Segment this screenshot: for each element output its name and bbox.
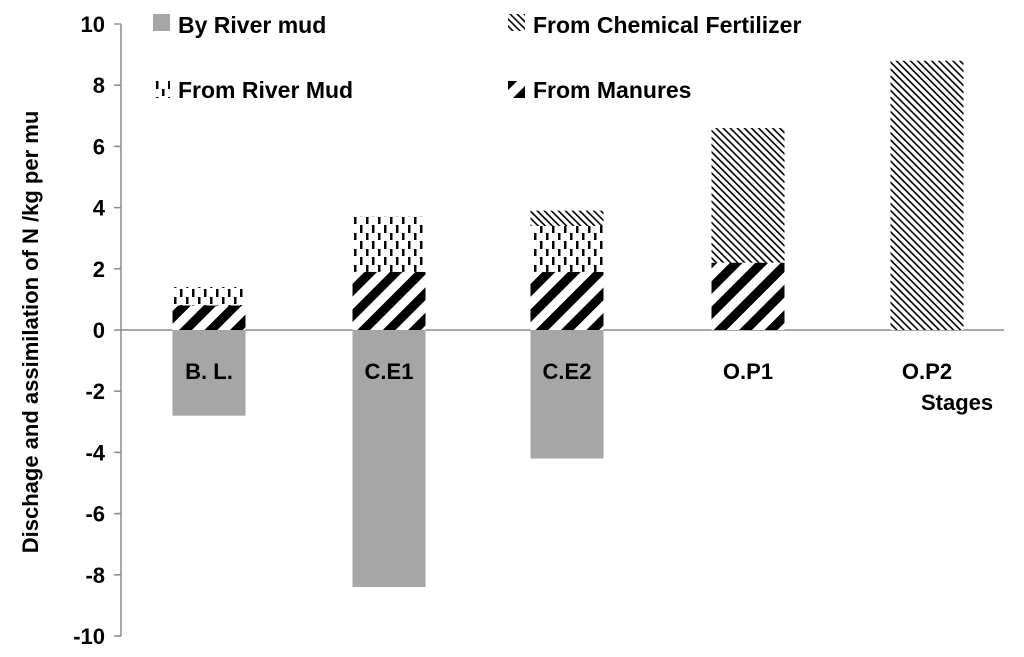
y-tick-label: 2 xyxy=(93,257,105,282)
legend-label-river_mud_out: By River mud xyxy=(178,12,326,38)
y-tick-label: -4 xyxy=(85,440,105,465)
y-tick-label: -2 xyxy=(85,379,105,404)
bar-chem_fert-4 xyxy=(890,60,964,330)
bar-manures-3 xyxy=(711,262,785,330)
bar-manures-2 xyxy=(530,271,604,330)
y-tick-label: 6 xyxy=(93,134,105,159)
legend-label-chem_fert: From Chemical Fertilizer xyxy=(533,12,801,38)
category-label: C.E1 xyxy=(365,359,414,384)
y-tick-label: 4 xyxy=(93,196,106,221)
axes: -10 -8 -6 -4 -2 0 2 4 6 8 10 xyxy=(73,12,1004,649)
y-axis-label: Dischage and assimilation of N /kg per m… xyxy=(18,111,43,554)
bar-chem_fert-2 xyxy=(530,210,604,226)
x-axis-label: Stages xyxy=(921,390,993,415)
bar-river_mud_out-0 xyxy=(172,330,246,416)
y-tick-label: -8 xyxy=(85,563,105,588)
bar-manures-1 xyxy=(352,271,426,330)
category-label: C.E2 xyxy=(543,359,592,384)
bar-manures-0 xyxy=(172,305,246,330)
category-labels: B. L. C.E1 C.E2 O.P1 O.P2 xyxy=(185,359,952,384)
y-tick-label: -10 xyxy=(73,624,105,649)
bar-river_mud_in-1 xyxy=(352,216,426,272)
y-tick-label: 0 xyxy=(93,318,105,343)
legend-swatch-river_mud_out xyxy=(153,14,170,31)
bars xyxy=(172,60,964,588)
category-label: O.P2 xyxy=(902,359,952,384)
y-tick-label: 10 xyxy=(81,12,105,37)
y-tick-label: -6 xyxy=(85,502,105,527)
bar-river_mud_in-0 xyxy=(172,287,246,306)
legend-swatch-chem_fert xyxy=(508,14,525,31)
legend-label-river_mud_in: From River Mud xyxy=(178,77,353,103)
y-tick-label: 8 xyxy=(93,73,105,98)
category-label: B. L. xyxy=(185,359,233,384)
legend: By River mud From Chemical Fertilizer From… xyxy=(153,12,801,103)
bar-river_mud_out-1 xyxy=(352,330,426,588)
legend-swatch-manures xyxy=(508,81,525,98)
bar-river_mud_in-2 xyxy=(530,225,604,272)
category-label: O.P1 xyxy=(723,359,773,384)
bar-chem_fert-3 xyxy=(711,128,785,263)
legend-label-manures: From Manures xyxy=(533,77,691,103)
legend-swatch-river_mud_in xyxy=(153,81,170,98)
bar-river_mud_out-2 xyxy=(530,330,604,459)
